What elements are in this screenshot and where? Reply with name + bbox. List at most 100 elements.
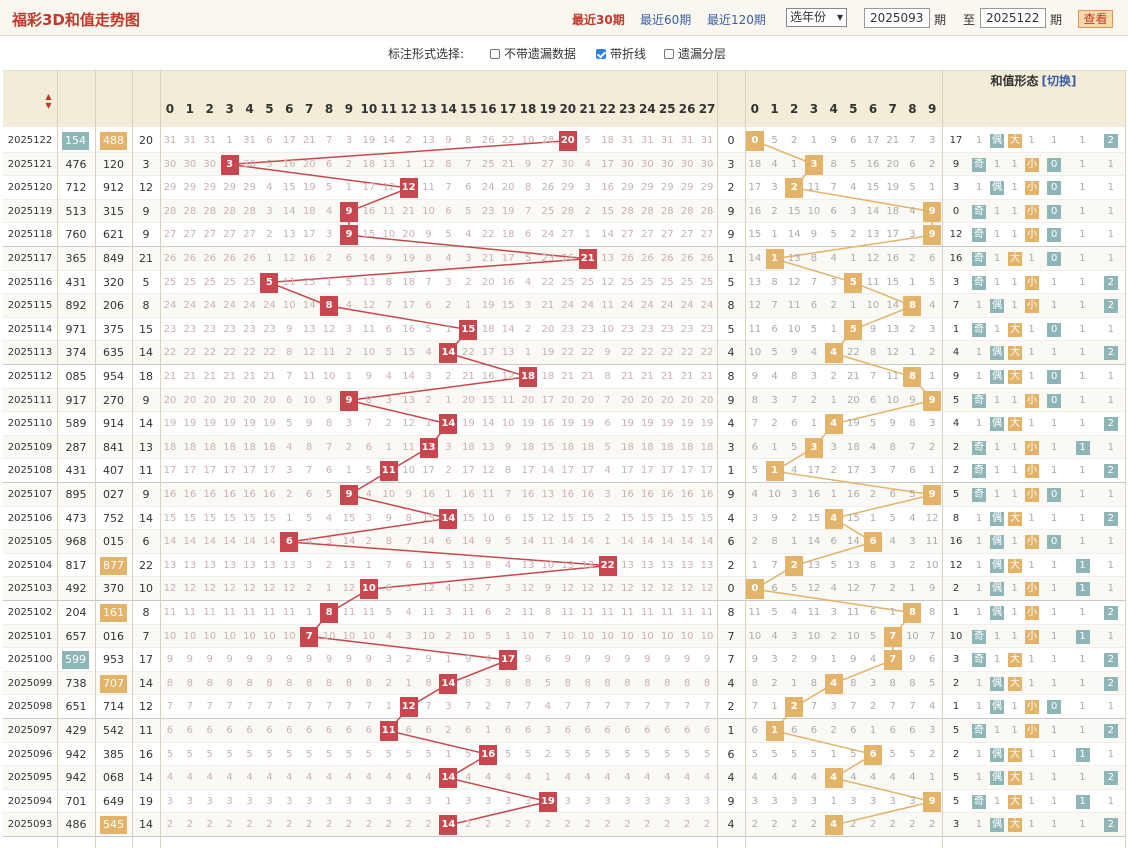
- odd-cell: 1: [975, 300, 983, 312]
- sum-miss: 2: [345, 347, 353, 359]
- sum-miss: 11: [243, 607, 256, 618]
- sum-miss: 15: [203, 512, 217, 524]
- sum-miss: 13: [422, 559, 435, 571]
- sum-number-header: 16: [479, 101, 497, 116]
- sum-miss: 26: [561, 253, 575, 264]
- tail-cell: 9: [727, 794, 735, 808]
- sum-miss: 25: [561, 276, 575, 288]
- odd-cell: 1: [975, 347, 983, 359]
- tail-miss: 6: [909, 465, 916, 477]
- sum-miss: 7: [425, 276, 432, 288]
- sum-miss: 26: [203, 253, 217, 264]
- even-tag: 偶: [990, 771, 1004, 786]
- sum-miss: 12: [422, 583, 435, 595]
- option-no-omission[interactable]: 不带遗漏数据: [490, 45, 576, 62]
- tail-miss: 8: [869, 347, 877, 359]
- sum-miss: 7: [345, 701, 353, 713]
- trial-cell: 712: [65, 181, 87, 195]
- trial-cell: 431: [65, 275, 87, 289]
- divider: [745, 70, 746, 848]
- tail-miss: 5: [751, 748, 759, 760]
- checkbox-icon[interactable]: [490, 49, 500, 59]
- sum-miss: 15: [302, 276, 316, 288]
- draw-highlight: 707: [100, 674, 127, 693]
- sum-miss: 20: [243, 394, 256, 406]
- option-layered[interactable]: 遗漏分层: [664, 45, 726, 62]
- tail-miss: 15: [866, 182, 880, 194]
- draw-cell: 707: [95, 672, 132, 696]
- route-tag: 2: [1103, 511, 1118, 526]
- big-cell: 1: [1011, 182, 1018, 194]
- tail-miss: 12: [866, 253, 880, 264]
- tail-ball: 7: [883, 650, 902, 671]
- route-miss: 1: [1079, 607, 1086, 618]
- sum-miss: 19: [163, 418, 177, 430]
- sum-miss: 5: [445, 559, 452, 571]
- route-tag: 2: [1103, 724, 1118, 738]
- tail-miss: 4: [791, 772, 798, 784]
- period-cell: 2025104: [7, 559, 53, 571]
- tail-miss: 3: [751, 512, 759, 524]
- route-miss: 1: [1079, 701, 1086, 713]
- draw-cell: 120: [103, 157, 124, 171]
- switch-link[interactable]: [切换]: [1041, 73, 1077, 88]
- tail-cell: 8: [727, 606, 735, 619]
- route-tag: 1: [1075, 440, 1090, 455]
- odd-tag: 奇: [972, 794, 986, 809]
- sum-miss: 5: [445, 229, 452, 241]
- tail-miss: 2: [771, 677, 778, 689]
- tail-miss: 10: [807, 205, 821, 217]
- sum-miss: 13: [382, 158, 396, 170]
- sum-miss: 14: [521, 536, 535, 548]
- range-120-link[interactable]: 最近120期: [707, 13, 766, 27]
- sum-ball: 22: [598, 555, 617, 576]
- from-period-input[interactable]: 2025093: [864, 8, 930, 28]
- even-tag: 偶: [990, 818, 1004, 833]
- query-button[interactable]: 查看: [1078, 10, 1113, 28]
- tail-miss: 3: [751, 795, 759, 807]
- sum-miss: 21: [183, 371, 197, 382]
- sum-miss: 8: [405, 512, 412, 524]
- sum-cell: 14: [139, 511, 153, 525]
- draw-cell: 953: [103, 653, 124, 667]
- to-period-input[interactable]: 2025122: [980, 8, 1046, 28]
- tail-cell: 4: [727, 511, 735, 525]
- tail-miss: 2: [928, 748, 936, 760]
- sum-miss: 1: [306, 607, 313, 618]
- sum-miss: 9: [584, 654, 591, 666]
- draw-cell: 320: [103, 275, 124, 289]
- sum-miss: 18: [203, 441, 217, 453]
- tail-miss: 3: [830, 607, 837, 618]
- tail-miss: 4: [830, 583, 837, 595]
- sum-miss: 16: [203, 489, 217, 500]
- sum-miss: 3: [604, 795, 611, 807]
- tail-miss: 1: [889, 607, 896, 618]
- option-with-line[interactable]: 带折线: [596, 45, 646, 62]
- sum-miss: 10: [521, 135, 535, 146]
- range-30-link[interactable]: 最近30期: [572, 13, 625, 27]
- checkbox-icon[interactable]: [664, 49, 674, 59]
- route-tag: 1: [1075, 558, 1090, 573]
- sort-icon[interactable]: ▲▼: [44, 92, 53, 110]
- sum-miss: 4: [345, 300, 353, 312]
- sum-miss: 8: [604, 371, 611, 382]
- even-tag: 偶: [990, 511, 1004, 526]
- sum-miss: 14: [481, 418, 495, 430]
- odd-cell: 1: [975, 583, 983, 595]
- year-select[interactable]: 选年份: [786, 8, 847, 27]
- checkbox-checked-icon[interactable]: [596, 49, 606, 59]
- sum-miss: 28: [680, 205, 694, 217]
- sum-ball: 8: [320, 296, 339, 317]
- sum-miss: 15: [223, 512, 236, 524]
- sum-miss: 12: [700, 583, 714, 595]
- sum-miss: 12: [223, 583, 236, 595]
- sum-miss: 31: [641, 135, 654, 146]
- tail-miss: 3: [771, 394, 778, 406]
- sum-miss: 16: [163, 489, 177, 500]
- tail-miss: 11: [925, 536, 939, 548]
- sum-miss: 16: [501, 276, 515, 288]
- range-60-link[interactable]: 最近60期: [640, 13, 692, 27]
- sum-miss: 22: [163, 347, 177, 359]
- sum-miss: 5: [365, 465, 373, 477]
- sum-miss: 10: [342, 630, 356, 642]
